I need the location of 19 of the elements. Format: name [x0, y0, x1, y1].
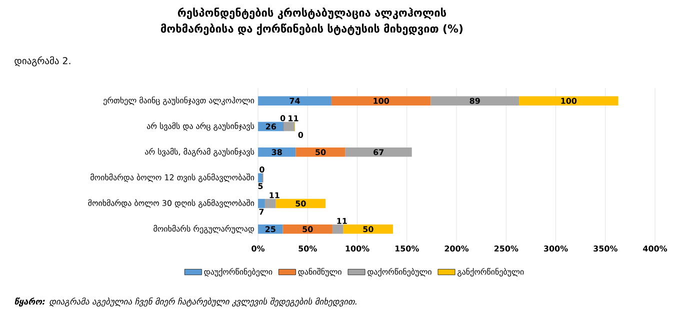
text: დიაგრამა 2.: [14, 56, 70, 66]
bar: [331, 96, 431, 106]
bar: [264, 198, 276, 208]
bar: [276, 198, 326, 208]
bar: [430, 96, 520, 106]
bar: [296, 148, 346, 157]
bar: [258, 96, 332, 106]
bar: [343, 224, 393, 234]
bar: [284, 122, 295, 132]
bar: [258, 148, 296, 157]
bar: [258, 173, 263, 182]
bar: [258, 198, 265, 208]
bar: [282, 224, 332, 234]
bar: [345, 148, 412, 157]
bar: [258, 224, 283, 234]
bar: [519, 96, 618, 106]
bar: [332, 224, 344, 234]
chart-title: რესპონდენტების კროსტაბულაცია ალკოჰოლის მოხმარებისა და ქორწინების სტატუსის მიხედვით (%): [160, 8, 463, 36]
text: წყარო: დიაგრამა აგებულია ჩვენ მიერ ჩატარებული კვლევის შედეგების მიხედვით.: [14, 297, 356, 307]
